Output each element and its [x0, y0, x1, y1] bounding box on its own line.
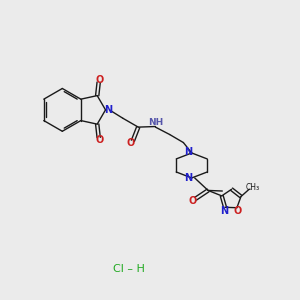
Text: N: N — [220, 206, 228, 216]
Text: NH: NH — [148, 118, 164, 127]
Text: N: N — [104, 105, 112, 115]
Text: N: N — [184, 147, 192, 157]
Text: O: O — [96, 135, 104, 145]
Text: CH₃: CH₃ — [246, 183, 260, 192]
Text: O: O — [96, 75, 104, 85]
Text: O: O — [234, 206, 242, 216]
Text: O: O — [189, 196, 197, 206]
Text: O: O — [127, 139, 135, 148]
Text: Cl – H: Cl – H — [113, 264, 145, 274]
Text: N: N — [184, 173, 192, 183]
